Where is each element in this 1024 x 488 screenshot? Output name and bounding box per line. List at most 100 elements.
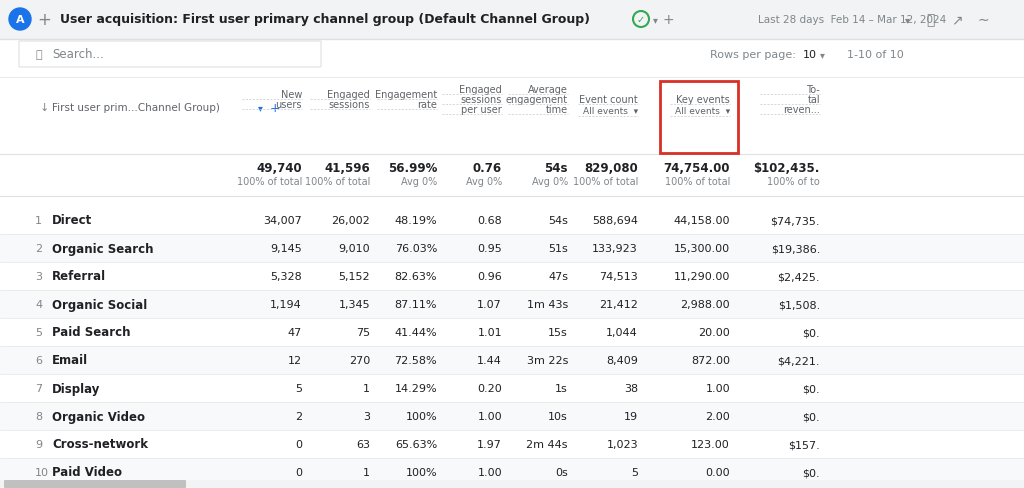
Text: Engaged: Engaged xyxy=(328,90,370,100)
Text: 8,409: 8,409 xyxy=(606,355,638,365)
Bar xyxy=(0,402,1024,430)
Text: 14.29%: 14.29% xyxy=(394,383,437,393)
Text: +: + xyxy=(663,13,674,27)
Circle shape xyxy=(9,9,31,31)
Text: Paid Video: Paid Video xyxy=(52,466,122,479)
Text: 56.99%: 56.99% xyxy=(388,161,437,174)
Text: time: time xyxy=(546,105,568,115)
Text: 1.44: 1.44 xyxy=(477,355,502,365)
Bar xyxy=(0,430,1024,458)
Text: 3m 22s: 3m 22s xyxy=(526,355,568,365)
Text: Event count: Event count xyxy=(580,95,638,105)
Text: $74,735.: $74,735. xyxy=(770,216,820,225)
Text: ⧉: ⧉ xyxy=(926,13,934,27)
Text: 2.00: 2.00 xyxy=(706,411,730,421)
Text: $0.: $0. xyxy=(803,467,820,477)
Text: 5,328: 5,328 xyxy=(270,271,302,282)
Text: 100% of total: 100% of total xyxy=(304,177,370,186)
Text: 10: 10 xyxy=(803,50,817,60)
Bar xyxy=(0,346,1024,374)
Text: 588,694: 588,694 xyxy=(592,216,638,225)
Text: 2m 44s: 2m 44s xyxy=(526,439,568,449)
Text: 1: 1 xyxy=(362,383,370,393)
Text: $2,425.: $2,425. xyxy=(777,271,820,282)
Text: 63: 63 xyxy=(356,439,370,449)
Text: Rows per page:: Rows per page: xyxy=(710,50,796,60)
Text: 75: 75 xyxy=(356,327,370,337)
Text: 0.96: 0.96 xyxy=(477,271,502,282)
Text: 5: 5 xyxy=(631,467,638,477)
Text: Email: Email xyxy=(52,354,88,367)
Text: engagement: engagement xyxy=(506,95,568,105)
Bar xyxy=(0,235,1024,263)
Text: 15,300.00: 15,300.00 xyxy=(674,244,730,253)
Text: +: + xyxy=(37,11,51,29)
Text: ↓: ↓ xyxy=(40,103,49,113)
Text: 21,412: 21,412 xyxy=(599,299,638,309)
Text: 0.76: 0.76 xyxy=(473,161,502,174)
Text: 11,290.00: 11,290.00 xyxy=(674,271,730,282)
Text: 0: 0 xyxy=(295,467,302,477)
Text: 100%: 100% xyxy=(406,467,437,477)
Text: 2,988.00: 2,988.00 xyxy=(680,299,730,309)
Text: Cross-network: Cross-network xyxy=(52,438,148,450)
Text: 4: 4 xyxy=(35,299,42,309)
Text: 2: 2 xyxy=(295,411,302,421)
Text: 133,923: 133,923 xyxy=(592,244,638,253)
Text: New: New xyxy=(281,90,302,100)
Text: 3: 3 xyxy=(35,271,42,282)
Bar xyxy=(0,290,1024,318)
Text: ▾: ▾ xyxy=(904,15,909,25)
Text: 72.58%: 72.58% xyxy=(394,355,437,365)
Text: Organic Social: Organic Social xyxy=(52,298,147,311)
Text: 82.63%: 82.63% xyxy=(394,271,437,282)
Text: ✓: ✓ xyxy=(637,15,645,25)
Text: 1-10 of 10: 1-10 of 10 xyxy=(847,50,903,60)
Bar xyxy=(0,318,1024,346)
Text: 1.97: 1.97 xyxy=(477,439,502,449)
FancyBboxPatch shape xyxy=(19,42,321,68)
Text: sessions: sessions xyxy=(461,95,502,105)
Text: users: users xyxy=(275,100,302,110)
Text: 9: 9 xyxy=(35,439,42,449)
Text: rate: rate xyxy=(417,100,437,110)
Bar xyxy=(0,458,1024,486)
Text: Referral: Referral xyxy=(52,270,106,283)
Text: 100% of total: 100% of total xyxy=(237,177,302,186)
Text: 1m 43s: 1m 43s xyxy=(526,299,568,309)
Text: 100% of total: 100% of total xyxy=(665,177,730,186)
Text: Engaged: Engaged xyxy=(459,85,502,95)
Text: 270: 270 xyxy=(349,355,370,365)
Text: 1,345: 1,345 xyxy=(338,299,370,309)
Text: $4,221.: $4,221. xyxy=(777,355,820,365)
Text: Avg 0%: Avg 0% xyxy=(400,177,437,186)
Text: 829,080: 829,080 xyxy=(585,161,638,174)
Text: tal: tal xyxy=(807,95,820,105)
Text: 1.07: 1.07 xyxy=(477,299,502,309)
Text: per user: per user xyxy=(461,105,502,115)
Text: 1.00: 1.00 xyxy=(477,411,502,421)
FancyBboxPatch shape xyxy=(4,480,186,488)
Bar xyxy=(0,480,1024,488)
Text: 0.95: 0.95 xyxy=(477,244,502,253)
Text: User acquisition: First user primary channel group (Default Channel Group): User acquisition: First user primary cha… xyxy=(60,14,590,26)
Text: 0: 0 xyxy=(295,439,302,449)
Text: 44,158.00: 44,158.00 xyxy=(674,216,730,225)
Text: ⌕: ⌕ xyxy=(36,50,43,60)
Text: Engagement: Engagement xyxy=(375,90,437,100)
Text: ∼: ∼ xyxy=(977,13,989,27)
Text: 100% of to: 100% of to xyxy=(767,177,820,186)
Text: reven...: reven... xyxy=(783,105,820,115)
Text: 100%: 100% xyxy=(406,411,437,421)
Text: 74,513: 74,513 xyxy=(599,271,638,282)
Text: 1.00: 1.00 xyxy=(706,383,730,393)
Text: 0.68: 0.68 xyxy=(477,216,502,225)
Bar xyxy=(0,206,1024,235)
Text: 1,194: 1,194 xyxy=(270,299,302,309)
Text: $0.: $0. xyxy=(803,383,820,393)
Text: ↗: ↗ xyxy=(951,13,963,27)
Text: Direct: Direct xyxy=(52,214,92,227)
Text: 1,023: 1,023 xyxy=(606,439,638,449)
Text: 15s: 15s xyxy=(548,327,568,337)
Text: Last 28 days  Feb 14 – Mar 12, 2024: Last 28 days Feb 14 – Mar 12, 2024 xyxy=(758,15,946,25)
